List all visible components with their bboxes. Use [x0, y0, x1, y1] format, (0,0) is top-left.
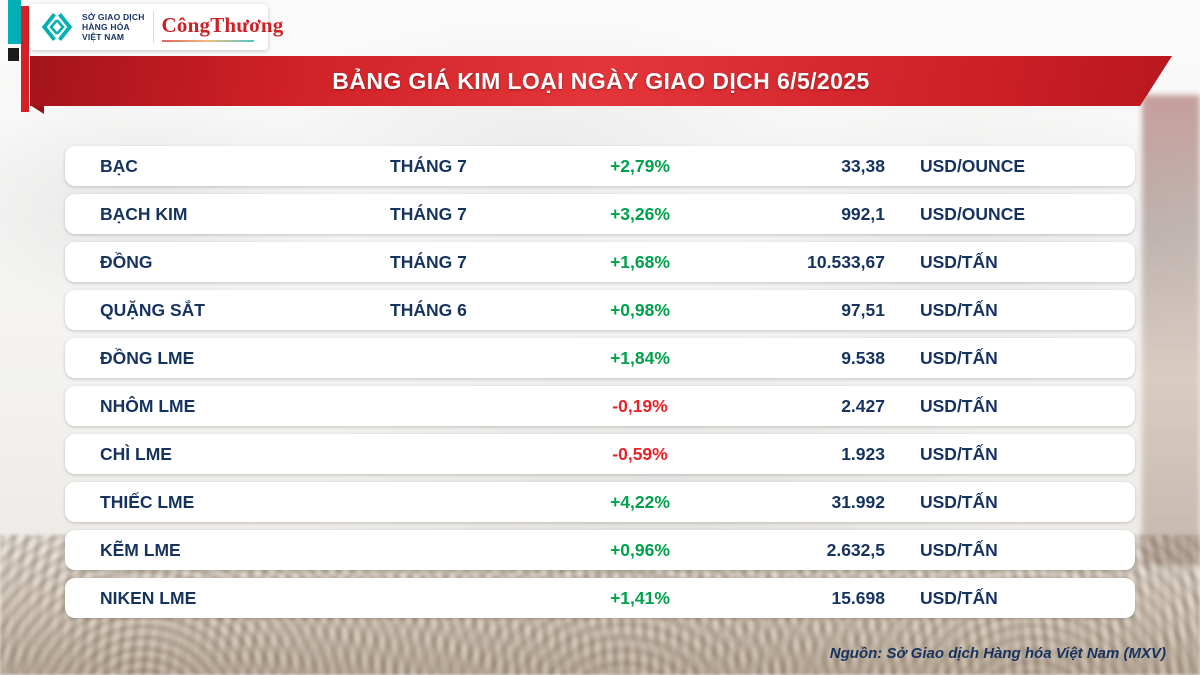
corner-decoration-black — [8, 48, 19, 61]
contract-month-cell: THÁNG 7 — [390, 203, 467, 224]
table-row: QUẶNG SẮT THÁNG 6 +0,98% 97,51 USD/TẤN — [65, 290, 1135, 330]
congthuong-wordmark: CôngThương — [161, 12, 284, 37]
mxv-org-name-line3: VIỆT NAM — [82, 32, 125, 43]
corner-decoration-teal — [8, 0, 21, 44]
metal-name-cell: NIKEN LME — [100, 587, 197, 608]
percent-change-cell: +0,98% — [610, 299, 670, 320]
table-row: ĐỒNG LME +1,84% 9.538 USD/TẤN — [65, 338, 1135, 378]
metal-name-cell: QUẶNG SẮT — [100, 299, 205, 320]
price-cell: 2.632,5 — [826, 539, 885, 560]
table-row: BẠCH KIM THÁNG 7 +3,26% 992,1 USD/OUNCE — [65, 194, 1135, 234]
percent-change-cell: +3,26% — [610, 203, 670, 224]
table-row: NIKEN LME +1,41% 15.698 USD/TẤN — [65, 578, 1135, 618]
price-cell: 31.992 — [831, 491, 885, 512]
percent-change-cell: +4,22% — [610, 491, 670, 512]
page-title: BẢNG GIÁ KIM LOẠI NGÀY GIAO DỊCH 6/5/202… — [332, 67, 870, 94]
table-row: BẠC THÁNG 7 +2,79% 33,38 USD/OUNCE — [65, 146, 1135, 186]
percent-change-cell: -0,59% — [612, 443, 668, 464]
percent-change-cell: +0,96% — [610, 539, 670, 560]
metal-name-cell: BẠC — [100, 155, 138, 176]
metal-name-cell: THIẾC LME — [100, 491, 195, 512]
logo-card: SỞ GIAO DỊCH HÀNG HÓA VIỆT NAM CôngThươn… — [30, 4, 283, 50]
congthuong-logo: CôngThương — [161, 12, 284, 42]
percent-change-cell: +2,79% — [610, 155, 670, 176]
price-table: BẠC THÁNG 7 +2,79% 33,38 USD/OUNCE BẠCH … — [65, 146, 1135, 626]
unit-cell: USD/TẤN — [920, 491, 998, 512]
table-row: NHÔM LME -0,19% 2.427 USD/TẤN — [65, 386, 1135, 426]
contract-month-cell: THÁNG 7 — [390, 155, 467, 176]
congthuong-tagline-strip — [161, 39, 254, 42]
unit-cell: USD/OUNCE — [920, 155, 1026, 176]
title-banner: BẢNG GIÁ KIM LOẠI NGÀY GIAO DỊCH 6/5/202… — [30, 56, 1172, 106]
logo-divider — [152, 11, 154, 43]
metal-name-cell: BẠCH KIM — [100, 203, 188, 224]
percent-change-cell: -0,19% — [612, 395, 668, 416]
contract-month-cell: THÁNG 7 — [390, 251, 467, 272]
table-row: THIẾC LME +4,22% 31.992 USD/TẤN — [65, 482, 1135, 522]
metal-name-cell: ĐỒNG LME — [100, 347, 195, 368]
metal-name-cell: ĐỒNG — [100, 251, 153, 272]
unit-cell: USD/TẤN — [920, 539, 998, 560]
table-row: CHÌ LME -0,59% 1.923 USD/TẤN — [65, 434, 1135, 474]
price-cell: 1.923 — [841, 443, 885, 464]
mxv-org-name-line2: HÀNG HÓA — [82, 21, 130, 32]
unit-cell: USD/TẤN — [920, 299, 998, 320]
unit-cell: USD/TẤN — [920, 587, 998, 608]
mxv-org-name-line1: SỞ GIAO DỊCH — [82, 11, 145, 22]
unit-cell: USD/TẤN — [920, 395, 998, 416]
unit-cell: USD/TẤN — [920, 347, 998, 368]
price-cell: 97,51 — [841, 299, 885, 320]
unit-cell: USD/TẤN — [920, 251, 998, 272]
price-cell: 9.538 — [841, 347, 885, 368]
title-banner-fold — [30, 105, 44, 114]
unit-cell: USD/TẤN — [920, 443, 998, 464]
percent-change-cell: +1,68% — [610, 251, 670, 272]
price-cell: 33,38 — [841, 155, 885, 176]
background-right-strip — [1142, 95, 1200, 565]
table-row: ĐỒNG THÁNG 7 +1,68% 10.533,67 USD/TẤN — [65, 242, 1135, 282]
unit-cell: USD/OUNCE — [920, 203, 1026, 224]
price-cell: 15.698 — [831, 587, 885, 608]
percent-change-cell: +1,84% — [610, 347, 670, 368]
mxv-org-name: SỞ GIAO DỊCH HÀNG HÓA VIỆT NAM — [82, 12, 145, 43]
metal-name-cell: NHÔM LME — [100, 395, 196, 416]
price-cell: 992,1 — [841, 203, 885, 224]
metal-name-cell: KẼM LME — [100, 539, 181, 560]
source-note: Nguồn: Sở Giao dịch Hàng hóa Việt Nam (M… — [829, 645, 1166, 662]
table-row: KẼM LME +0,96% 2.632,5 USD/TẤN — [65, 530, 1135, 570]
percent-change-cell: +1,41% — [610, 587, 670, 608]
corner-decoration-red — [21, 6, 29, 112]
contract-month-cell: THÁNG 6 — [390, 299, 467, 320]
mxv-logo-icon — [41, 13, 73, 41]
price-cell: 2.427 — [841, 395, 885, 416]
price-cell: 10.533,67 — [807, 251, 885, 272]
metal-name-cell: CHÌ LME — [100, 443, 172, 464]
